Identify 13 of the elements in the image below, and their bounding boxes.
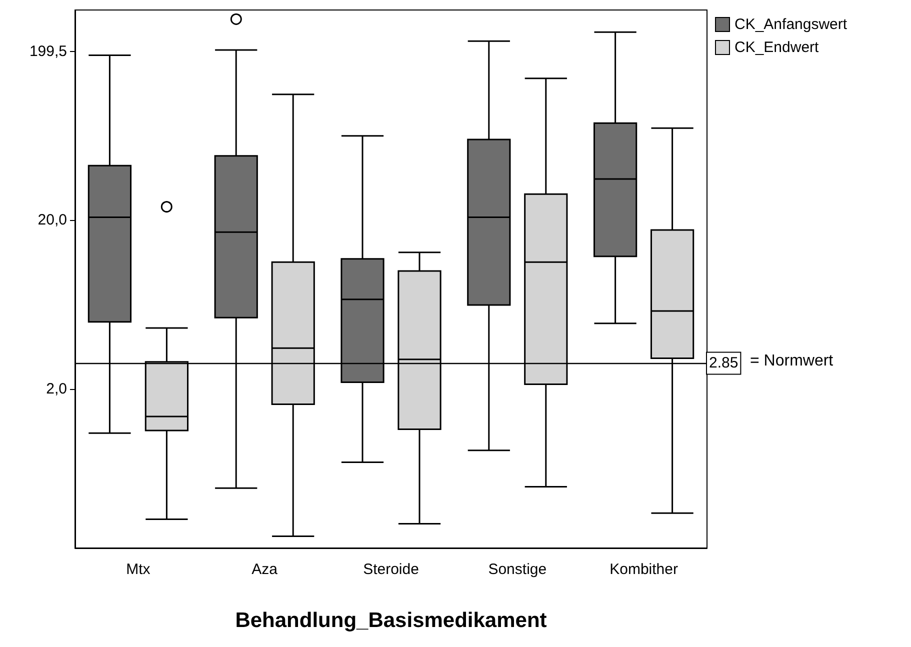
ref-line-label: 2.85 bbox=[709, 354, 738, 372]
x-tick-label: Sonstige bbox=[488, 561, 547, 578]
y-tick-label: 20,0 bbox=[38, 212, 67, 229]
x-axis-title: Behandlung_Basismedikament bbox=[235, 609, 547, 632]
x-tick-label: Kombither bbox=[610, 561, 678, 578]
x-tick-label: Steroide bbox=[363, 561, 419, 578]
y-tick-label: 199,5 bbox=[29, 42, 67, 60]
legend-label: CK_Anfangswert bbox=[734, 16, 848, 33]
x-tick-label: Mtx bbox=[126, 561, 151, 578]
legend-label: CK_Endwert bbox=[734, 39, 820, 56]
x-tick-label: Aza bbox=[252, 561, 278, 578]
text: = Normwert bbox=[750, 352, 834, 370]
y-tick-label: 2,0 bbox=[46, 380, 67, 398]
